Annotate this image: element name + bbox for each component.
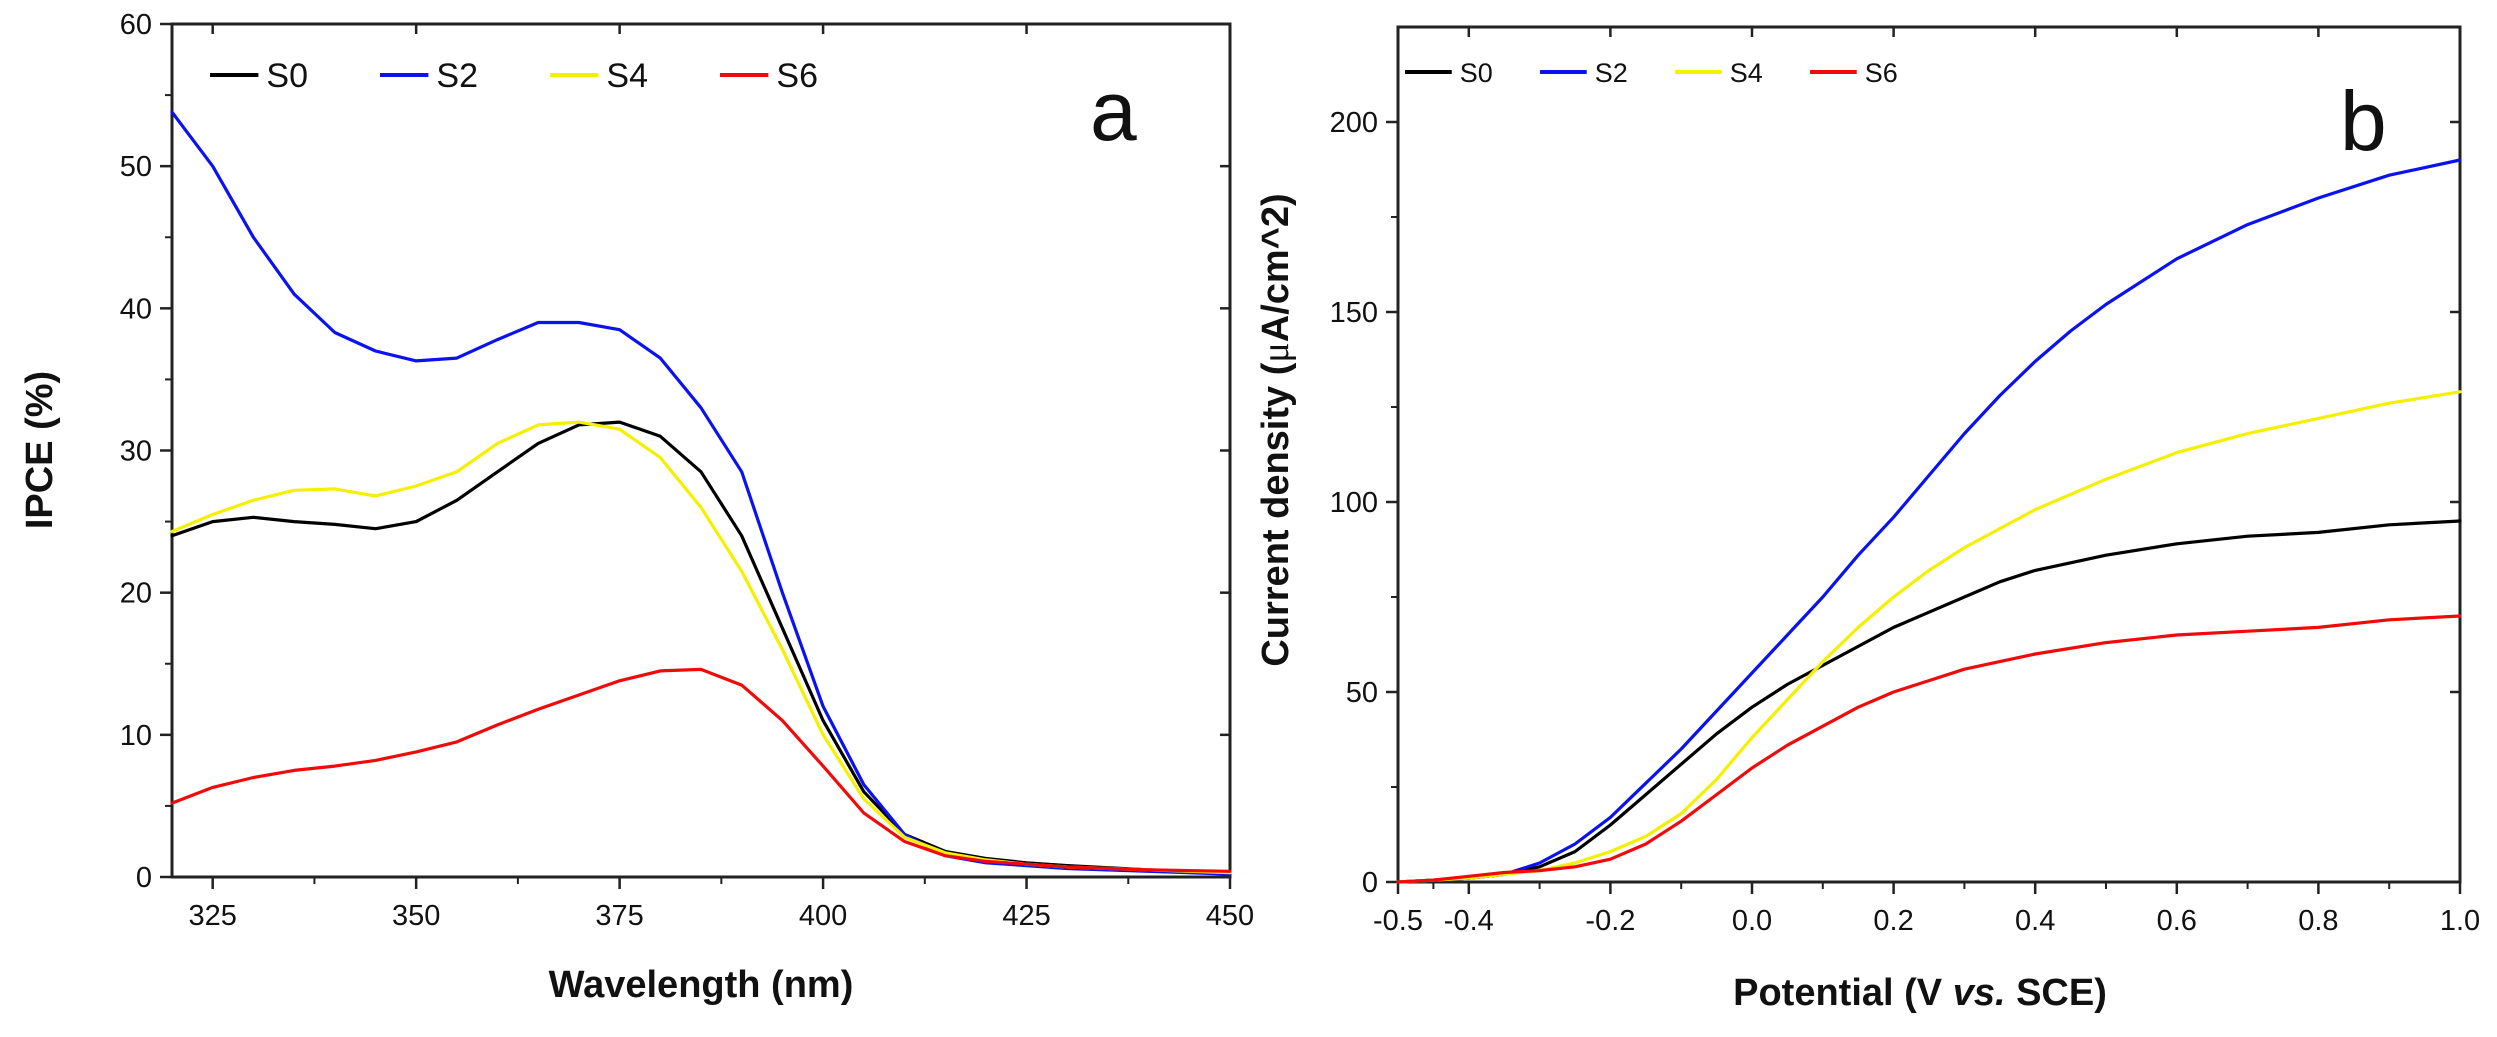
x-tick-label: 375 [595,900,643,932]
x-tick-label: 0.8 [2298,905,2338,937]
chart-panel-b: -0.5 -0.4 -0.2 0.0 0.2 0.4 0.6 0.8 1.0 0 50 100 150 2… [1255,25,2480,1014]
y-tick-label: 0 [136,862,152,894]
legend-label-s4: S4 [606,57,648,95]
chart-panel-a: 325 350 375 400 425 450 0 10 20 30 40 50 60 S0 S2 S4 S6 a… [19,9,1254,1006]
legend-label-s0: S0 [266,57,308,95]
x-tick-label: 400 [799,900,847,932]
y-axis-title-part: A/cm^2) [1255,193,1297,342]
y-tick-label: 20 [120,578,152,610]
panel-label: a [1090,64,1137,158]
x-axis-title: Potential (V vs. SCE) [1733,972,2107,1014]
y-tick-label: 200 [1330,107,1378,139]
y-tick-label: 50 [1346,677,1378,709]
legend-label-s6: S6 [1865,58,1898,88]
x-tick-label: 0.6 [2157,905,2197,937]
y-axis-title-part: Current density ( [1255,362,1297,666]
x-tick-label: 450 [1206,900,1254,932]
x-tick-label: 0.2 [1873,905,1913,937]
y-axis-title: IPCE (%) [19,371,61,529]
legend-label-s0: S0 [1460,58,1493,88]
x-tick-label: 0.0 [1732,905,1772,937]
x-axis-title-part: vs. [1953,972,2006,1014]
plot-frame [170,22,1232,879]
x-tick-label: -0.5 [1373,905,1423,937]
panel-label: b [2340,74,2387,168]
y-tick-label: 40 [120,293,152,325]
x-tick-label: 325 [188,900,236,932]
series-line-s0 [1396,519,2462,884]
y-axis-title-part: μ [1255,342,1297,362]
y-tick-label: 60 [120,9,152,41]
legend-label-s2: S2 [436,57,478,95]
series-line-s4 [1396,390,2462,884]
y-axis-title: Current density (μA/cm^2) [1255,193,1297,666]
series-line-s6 [170,667,1232,873]
legend-label-s6: S6 [776,57,818,95]
series-line-s4 [170,420,1232,875]
x-tick-label: -0.2 [1585,905,1635,937]
legend: S0 S2 S4 S6 [1405,58,1898,88]
x-tick-label: 1.0 [2440,905,2480,937]
x-tick-label: 0.4 [2015,905,2055,937]
x-tick-label: 350 [392,900,440,932]
series-line-s2 [170,110,1232,876]
series-line-s2 [1396,158,2462,884]
legend-label-s2: S2 [1595,58,1628,88]
y-tick-label: 100 [1330,487,1378,519]
x-axis-title: Wavelength (nm) [549,964,854,1006]
plot-frame [1396,25,2462,884]
legend-label-s4: S4 [1730,58,1763,88]
y-tick-label: 50 [120,151,152,183]
x-axis-title-part: SCE) [2006,972,2107,1014]
y-tick-label: 30 [120,436,152,468]
y-tick-label: 150 [1330,297,1378,329]
legend: S0 S2 S4 S6 [210,57,818,95]
x-tick-label: -0.4 [1444,905,1494,937]
y-tick-label: 10 [120,720,152,752]
x-axis-title-part: Potential (V [1733,972,1953,1014]
x-tick-label: 425 [1002,900,1050,932]
series-line-s6 [1396,614,2462,884]
y-tick-label: 0 [1362,867,1378,899]
